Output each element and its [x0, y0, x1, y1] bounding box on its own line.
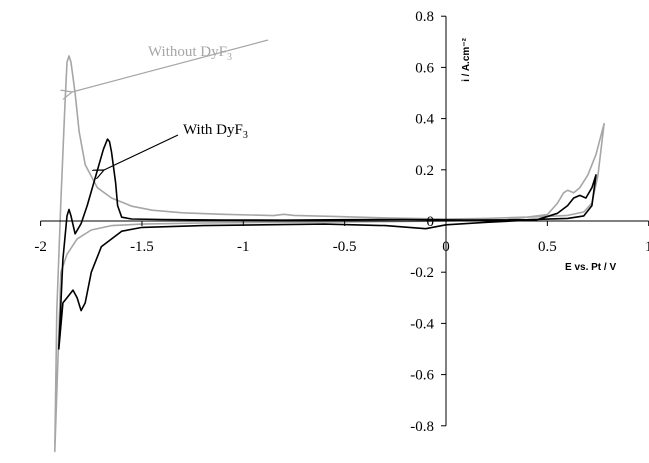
y-tick-label: 0.4 — [415, 112, 434, 128]
annotation-arrow-2 — [104, 134, 179, 170]
annotation-label-1: Without DyF3 — [148, 44, 232, 63]
series-layer — [54, 55, 605, 453]
x-tick-label: 0 — [442, 239, 450, 255]
annotation-label-2: With DyF3 — [183, 122, 248, 141]
x-axis-title: E vs. Pt / V — [565, 262, 616, 273]
y-tick-label: -0.4 — [410, 316, 434, 332]
y-tick-label: -0.6 — [410, 368, 434, 384]
series-line-2 — [58, 138, 597, 350]
y-tick-label: 0.6 — [415, 60, 434, 76]
axes-layer — [40, 15, 649, 427]
x-tick-label: 0.5 — [538, 239, 557, 255]
series-line-1 — [54, 55, 605, 453]
labels-layer: -2 -1.5 -1 -0.5 0 0.5 1 0.8 0.6 0.4 0.2 0 -0.2 -0.4 -0… — [34, 9, 649, 435]
annotation-arrow-1 — [72, 39, 269, 92]
x-tick-label: 1 — [645, 239, 649, 255]
y-tick-label: 0.8 — [415, 9, 434, 25]
y-tick-label: 0.2 — [415, 163, 434, 179]
y-axis-title: i / A.cm⁻² — [461, 37, 472, 81]
annotations-layer: Without DyF3 With DyF3 — [72, 39, 269, 170]
x-tick-label: -1 — [237, 239, 250, 255]
y-tick-label: -0.2 — [410, 265, 434, 281]
x-tick-label: -2 — [34, 239, 47, 255]
y-tick-label: 0 — [427, 214, 435, 230]
y-tick-label: -0.8 — [410, 419, 434, 435]
x-tick-label: -1.5 — [130, 239, 154, 255]
x-tick-label: -0.5 — [333, 239, 357, 255]
